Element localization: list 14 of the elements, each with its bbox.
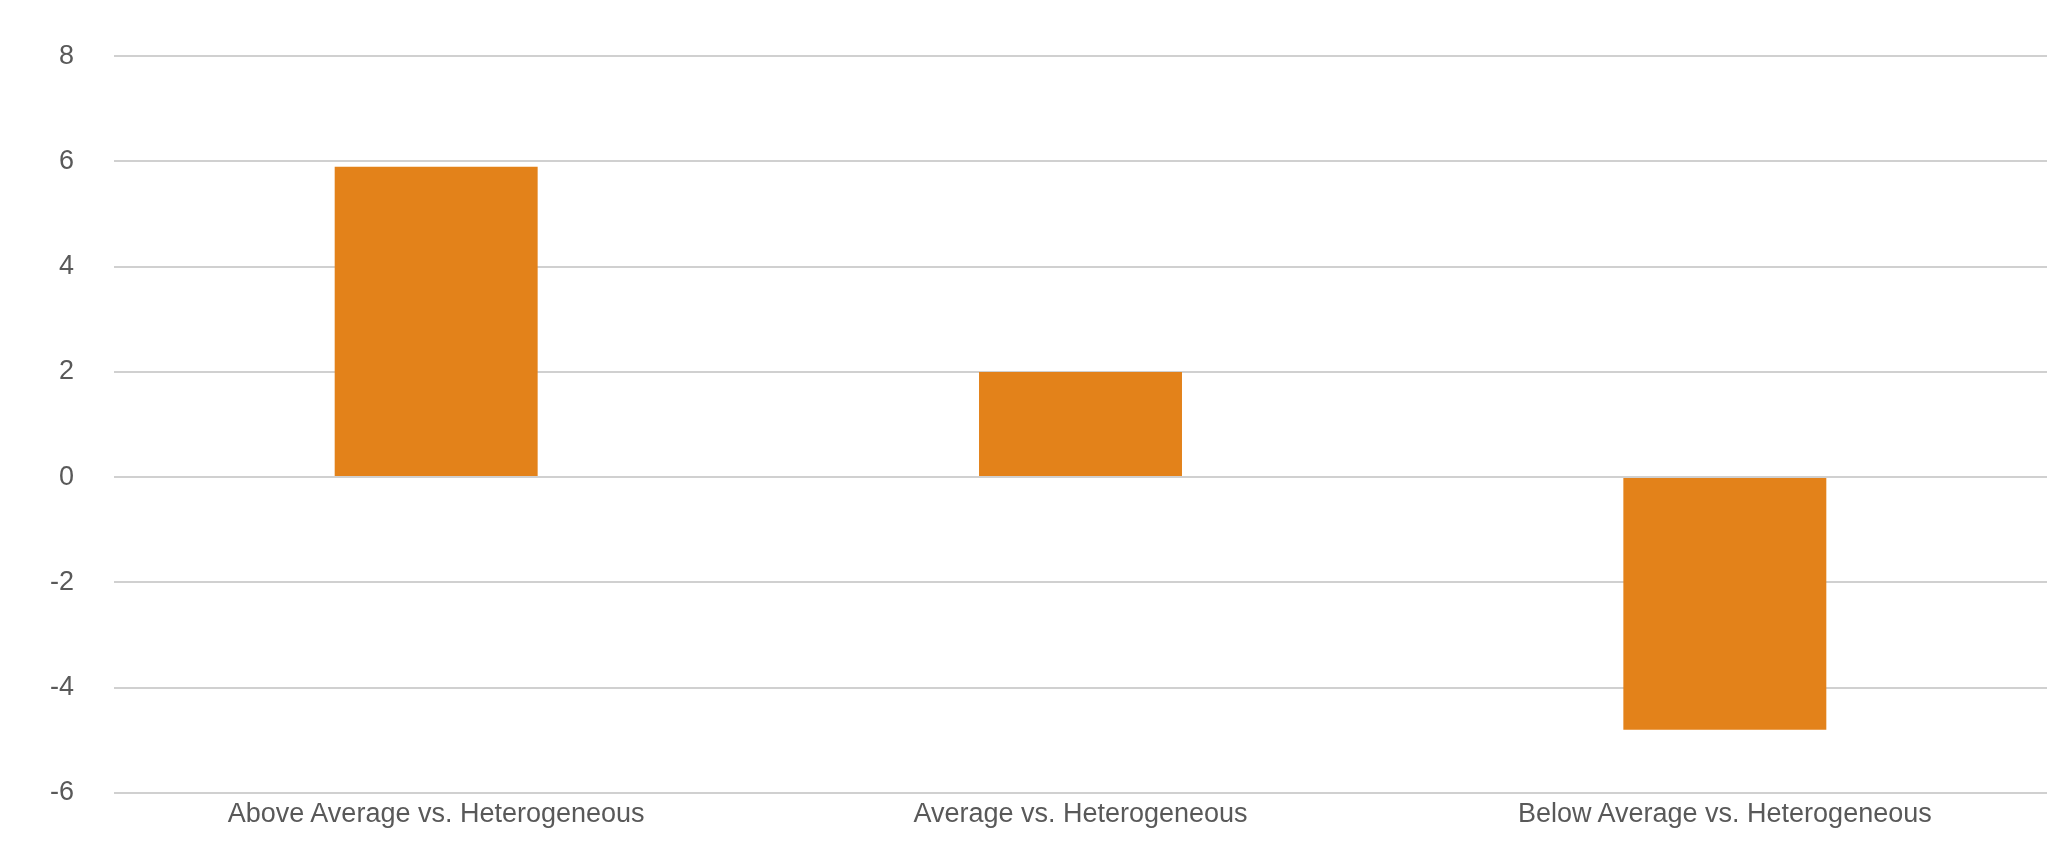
- x-tick-label: Average vs. Heterogeneous: [913, 798, 1248, 829]
- x-tick-label: Above Average vs. Heterogeneous: [227, 798, 645, 829]
- y-tick-label: 0: [58, 460, 75, 491]
- y-tick-label: 6: [58, 144, 75, 175]
- bar: [334, 166, 538, 477]
- y-tick-label: -4: [49, 671, 75, 702]
- y-tick-label: 4: [58, 250, 75, 281]
- y-tick-label: 8: [58, 39, 75, 70]
- y-tick-label: -6: [49, 776, 75, 807]
- bar: [1623, 478, 1827, 730]
- bar: [979, 371, 1182, 477]
- x-tick-label: Below Average vs. Heterogeneous: [1517, 798, 1932, 829]
- y-tick-label: -2: [49, 565, 75, 596]
- y-tick-label: 2: [58, 355, 75, 386]
